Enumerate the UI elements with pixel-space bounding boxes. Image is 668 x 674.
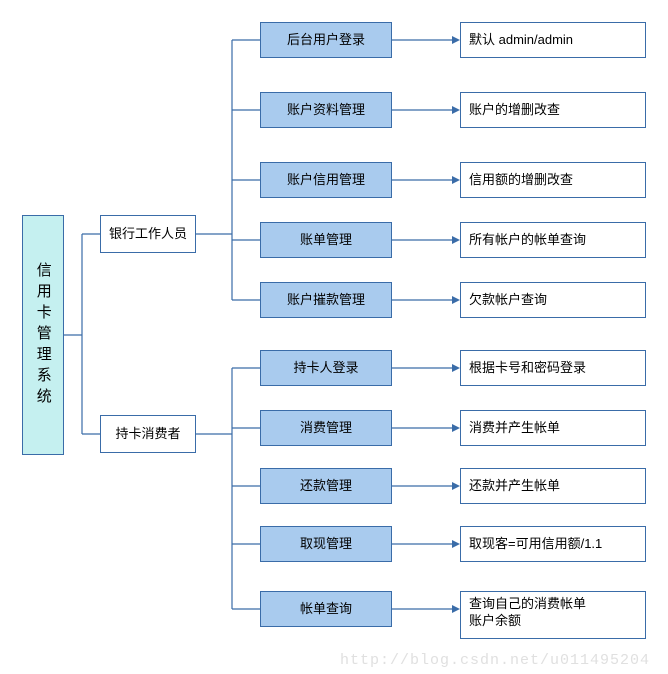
desc-node: 账户的增删改查 [460,92,646,128]
desc-node: 查询自己的消费帐单账户余额 [460,591,646,639]
func-node: 后台用户登录 [260,22,392,58]
desc-node: 信用额的增删改查 [460,162,646,198]
func-node: 账户资料管理 [260,92,392,128]
func-node: 还款管理 [260,468,392,504]
func-node: 持卡人登录 [260,350,392,386]
desc-node: 所有帐户的帐单查询 [460,222,646,258]
func-node: 账户信用管理 [260,162,392,198]
desc-node: 消费并产生帐单 [460,410,646,446]
role-consumer: 持卡消费者 [100,415,196,453]
desc-node: 根据卡号和密码登录 [460,350,646,386]
func-node: 账户摧款管理 [260,282,392,318]
desc-node: 默认 admin/admin [460,22,646,58]
func-node: 帐单查询 [260,591,392,627]
func-node: 消费管理 [260,410,392,446]
watermark-text: http://blog.csdn.net/u011495204 [340,652,650,669]
root-node: 信用卡管理系统 [22,215,64,455]
func-node: 取现管理 [260,526,392,562]
desc-node: 欠款帐户查询 [460,282,646,318]
desc-node: 还款并产生帐单 [460,468,646,504]
role-staff: 银行工作人员 [100,215,196,253]
func-node: 账单管理 [260,222,392,258]
desc-node: 取现客=可用信用额/1.1 [460,526,646,562]
